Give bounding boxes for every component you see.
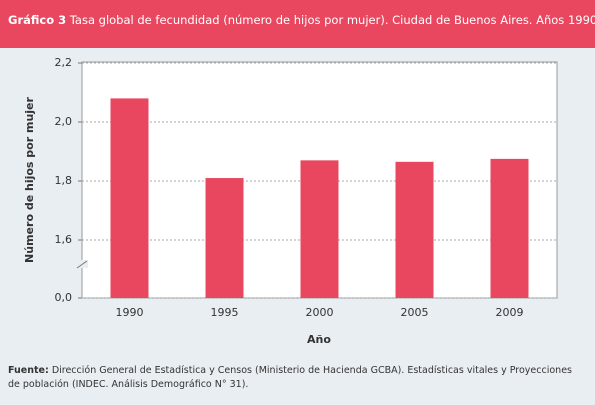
footnote: Fuente: Dirección General de Estadística… xyxy=(8,364,586,392)
x-tick-label: 2000 xyxy=(306,306,334,319)
source: Dirección General de Estadística y Censo… xyxy=(8,365,572,390)
title-prefix: Gráfico 3 xyxy=(8,13,67,27)
x-tick-label: 1995 xyxy=(211,306,239,319)
bar xyxy=(490,158,529,298)
header: Gráfico 3 Tasa global de fecundidad (núm… xyxy=(0,0,595,48)
y-tick-label: 0,0 xyxy=(55,291,73,304)
y-axis-label: Número de hijos por mujer xyxy=(23,96,36,262)
x-tick-label: 2005 xyxy=(401,306,429,319)
y-tick-label: 1,8 xyxy=(55,174,73,187)
break-mark xyxy=(76,260,88,269)
axis-break xyxy=(76,260,88,269)
x-axis-label: Año xyxy=(307,333,331,346)
bar xyxy=(205,178,244,298)
x-tick-label: 2009 xyxy=(496,306,524,319)
y-tick-label: 1,6 xyxy=(55,233,73,246)
source-label: Fuente: xyxy=(8,365,49,376)
chart-title: Tasa global de fecundidad (número de hij… xyxy=(69,13,595,27)
y-tick-label: 2,2 xyxy=(55,56,73,69)
bar xyxy=(110,98,149,299)
bar xyxy=(395,161,434,298)
x-tick-label: 1990 xyxy=(116,306,144,319)
chart: Año Número de hijos por mujer 0,0 1,6 1,8 2… xyxy=(23,56,558,346)
y-tick-label: 2,0 xyxy=(55,115,73,128)
bar xyxy=(300,160,339,298)
